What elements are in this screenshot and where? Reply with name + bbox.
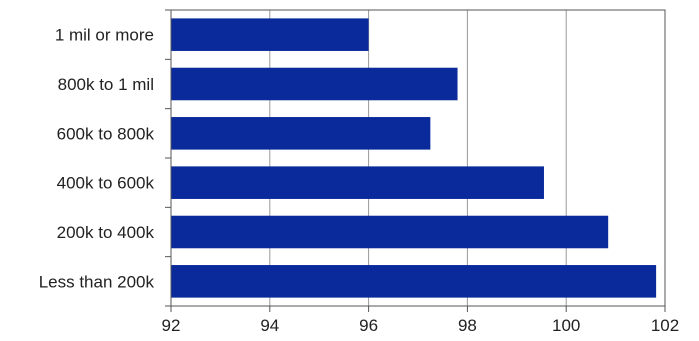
plot-frame: [170, 9, 666, 307]
gridlines: [269, 10, 666, 306]
x-tick-label: 96: [359, 316, 378, 335]
bar-400k-to-600k: [171, 166, 544, 199]
axes: [165, 9, 666, 312]
bar-800k-to-1-mil: [171, 67, 458, 101]
y-tick-label: 1 mil or more: [55, 26, 154, 45]
y-tick-label: 800k to 1 mil: [58, 75, 154, 94]
x-tick-label: 92: [162, 316, 181, 335]
bars: [171, 18, 657, 298]
y-tick-label: 400k to 600k: [57, 174, 155, 193]
bar-600k-to-800k: [171, 117, 431, 150]
x-tick-label: 102: [651, 316, 679, 335]
y-tick-label: 600k to 800k: [57, 124, 155, 143]
x-tick-label: 94: [260, 316, 279, 335]
bar-1-mil-or-more: [171, 18, 369, 51]
y-tick-label: 200k to 400k: [57, 223, 155, 242]
bar-200k-to-400k: [171, 215, 609, 249]
x-tick-label: 100: [552, 316, 580, 335]
bar-less-than-200k: [171, 265, 657, 298]
x-tick-label: 98: [458, 316, 477, 335]
tick-labels: 1 mil or more 800k to 1 mil 600k to 800k 40…: [39, 26, 680, 335]
y-tick-label: Less than 200k: [39, 272, 155, 291]
